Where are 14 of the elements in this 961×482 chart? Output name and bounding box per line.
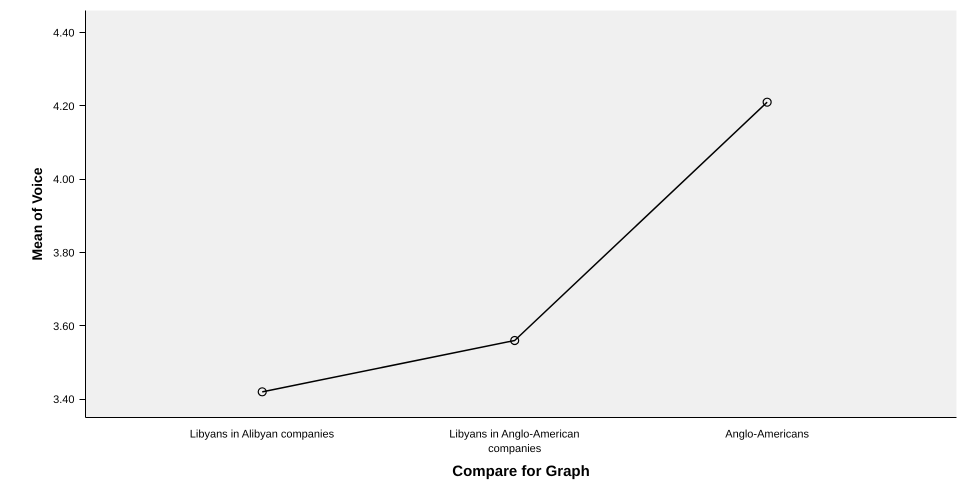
point: [258, 387, 267, 396]
y-tick-label: 4.20: [53, 100, 75, 113]
x-axis-title: Compare for Graph: [452, 462, 590, 480]
y-tick-label: 3.60: [53, 320, 75, 333]
y-tick-label: 3.80: [53, 248, 75, 260]
y-tick-label: 4.40: [53, 28, 75, 40]
y-tick-label: 3.40: [53, 394, 75, 406]
x-tick-label: Libyans in Anglo-American companies: [449, 428, 580, 455]
point: [510, 336, 520, 346]
x-tick-label: Libyans in Alibyan companies: [190, 428, 335, 440]
y-tick-label: 4.00: [53, 174, 75, 186]
point: [762, 98, 772, 107]
x-tick-label: Anglo-Americans: [725, 428, 810, 440]
y-axis-title: Mean of Voice: [29, 167, 46, 261]
